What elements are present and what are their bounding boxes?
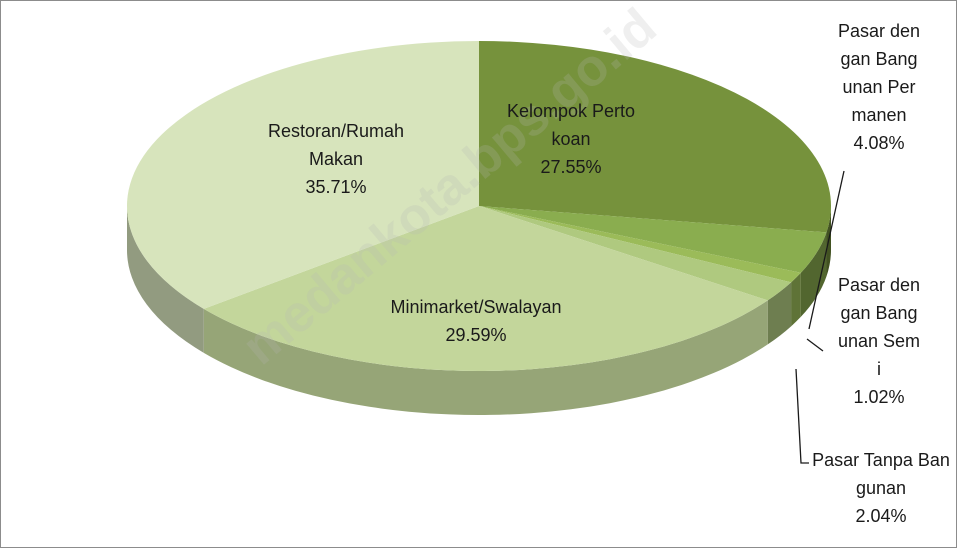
label-value: 1.02% <box>853 387 905 407</box>
data-label: Kelompok Pertokoan 27.55% <box>506 97 636 181</box>
leader-line <box>795 368 809 464</box>
slice <box>479 206 827 273</box>
label-name: Restoran/Rumah Makan <box>267 121 405 169</box>
label-name: Pasar dengan Bangunan Permanen <box>837 21 921 125</box>
leader-line <box>806 338 824 352</box>
leader-line <box>808 170 845 330</box>
data-label: Minimarket/Swalayan 29.59% <box>381 293 571 349</box>
data-label: Pasar dengan Bangunan Permanen 4.08% <box>837 17 921 157</box>
slice-side <box>800 232 827 317</box>
data-label: Pasar Tanpa Bangunan 2.04% <box>811 446 951 530</box>
slice <box>479 206 792 301</box>
slice <box>203 206 768 372</box>
label-name: Kelompok Pertokoan <box>506 101 636 149</box>
slice-side <box>203 300 768 415</box>
label-name: Pasar dengan Bangunan Semi <box>837 275 921 379</box>
slice-side <box>767 282 792 345</box>
data-label: Restoran/Rumah Makan 35.71% <box>261 117 411 201</box>
data-label: Pasar dengan Bangunan Semi 1.02% <box>837 271 921 411</box>
label-name: Pasar Tanpa Bangunan <box>812 450 950 498</box>
label-value: 2.04% <box>855 506 907 526</box>
label-value: 29.59% <box>445 325 507 345</box>
slice <box>479 41 832 233</box>
label-value: 27.55% <box>540 157 602 177</box>
slice-side <box>126 206 204 353</box>
slice <box>127 41 479 309</box>
label-name: Minimarket/Swalayan <box>390 297 562 317</box>
label-value: 4.08% <box>853 133 905 153</box>
slice <box>479 206 801 283</box>
slice-side <box>791 272 801 327</box>
label-value: 35.71% <box>305 177 367 197</box>
